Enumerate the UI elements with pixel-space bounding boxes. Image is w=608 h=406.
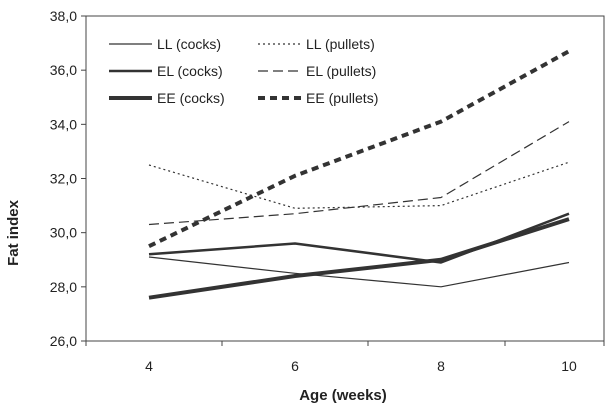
series-line-el-pullets — [148, 121, 570, 226]
y-axis: 26,0 28,0 30,0 32,0 34,0 36,0 38,0 — [50, 8, 86, 349]
legend-label-ee-cocks: EE (cocks) — [157, 90, 225, 106]
legend-label-ee-pullets: EE (pullets) — [306, 90, 378, 106]
legend-label-ll-pullets: LL (pullets) — [306, 36, 375, 52]
y-axis-title: Fat index — [5, 199, 22, 266]
x-tick-label: 4 — [145, 358, 153, 374]
y-tick-label: 34,0 — [50, 116, 77, 132]
x-tick-label: 10 — [561, 358, 577, 374]
y-tick-label: 28,0 — [50, 279, 77, 295]
series-line-ee-cocks — [148, 217, 570, 300]
series-line-ll-pullets — [148, 161, 570, 209]
legend-label-el-pullets: EL (pullets) — [306, 63, 376, 79]
x-tick-label: 8 — [437, 358, 445, 374]
x-tick-label: 6 — [291, 358, 299, 374]
x-axis-title: Age (weeks) — [299, 387, 387, 404]
series-line-ee-pullets — [148, 49, 570, 249]
y-tick-label: 36,0 — [50, 62, 77, 78]
series-lines — [148, 49, 570, 300]
legend-label-ll-cocks: LL (cocks) — [157, 36, 221, 52]
y-tick-label: 26,0 — [50, 333, 77, 349]
y-tick-label: 38,0 — [50, 8, 77, 24]
series-line-ll-cocks — [148, 256, 570, 288]
legend-label-el-cocks: EL (cocks) — [157, 63, 223, 79]
x-axis: 4 6 8 10 — [85, 341, 605, 374]
y-tick-label: 32,0 — [50, 171, 77, 187]
legend: LL (cocks) LL (pullets) EL (cocks) EL (pull… — [109, 36, 378, 106]
y-tick-label: 30,0 — [50, 225, 77, 241]
